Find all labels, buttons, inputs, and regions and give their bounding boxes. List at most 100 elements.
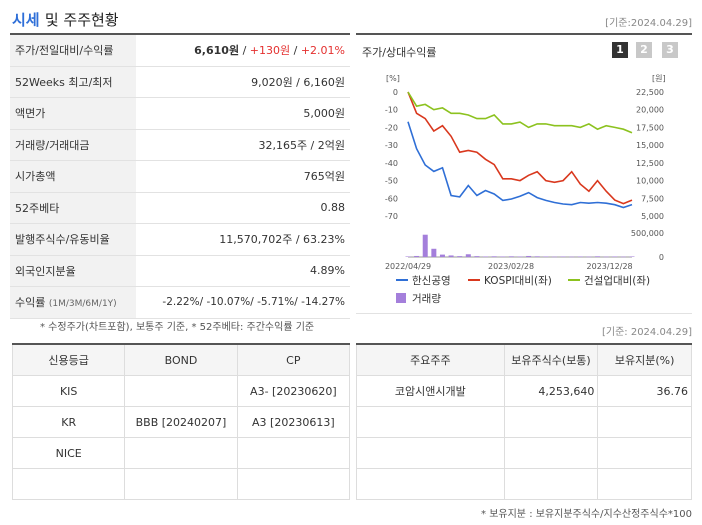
volume-bar bbox=[543, 256, 549, 257]
cell: 4,253,640 bbox=[503, 375, 599, 407]
volume-bar bbox=[620, 256, 626, 258]
cell bbox=[356, 406, 505, 438]
volume-bar bbox=[569, 256, 575, 258]
cell bbox=[124, 375, 238, 407]
volume-bar bbox=[508, 256, 514, 257]
volume-bar bbox=[577, 256, 583, 257]
row-label: 52Weeks 최고/최저 bbox=[10, 66, 136, 98]
row-value: 11,570,702주 / 63.23% bbox=[136, 223, 350, 256]
volume-bar bbox=[405, 256, 411, 257]
cell bbox=[356, 468, 505, 500]
cell bbox=[503, 437, 599, 469]
table-header-row: 주요주주 보유주식수(보통) 보유지분(%) bbox=[356, 343, 692, 376]
legend-label: 한신공영 bbox=[412, 275, 451, 287]
table-row: 액면가 5,000원 bbox=[10, 97, 350, 130]
row-label: 수익률 (1M/3M/6M/1Y) bbox=[10, 286, 136, 319]
price-chart: [%] [원] 0 -10 -20 -30 -40 -50 -60 -70 22,500 20,000… bbox=[385, 74, 666, 305]
volume-bar bbox=[595, 256, 601, 257]
table-row bbox=[356, 468, 692, 500]
row-label: 액면가 bbox=[10, 97, 136, 130]
y-left-tick-label: -30 bbox=[385, 141, 398, 150]
table-row: 주가/전일대비/수익률 6,610원 / +130원 / +2.01% bbox=[10, 35, 350, 67]
table-row: 수익률 (1M/3M/6M/1Y) -2.22%/ -10.07%/ -5.71… bbox=[10, 286, 350, 319]
series-line-1 bbox=[407, 121, 633, 209]
cell: 36.76 bbox=[597, 375, 692, 407]
col-header: CP bbox=[236, 343, 351, 376]
return-value: -2.22%/ -10.07%/ -5.71%/ -14.27% bbox=[136, 286, 350, 319]
volume-bar bbox=[517, 256, 523, 257]
row-value: 0.88 bbox=[136, 192, 350, 224]
y-right-tick-label: 5,000 bbox=[641, 212, 664, 221]
volume-bar bbox=[422, 234, 428, 257]
x-tick-label: 2023/02/28 bbox=[488, 262, 534, 271]
y-right-tick-label: 10,000 bbox=[636, 177, 664, 186]
cell bbox=[236, 437, 351, 469]
volume-bar bbox=[448, 255, 454, 257]
row-value: 765억원 bbox=[136, 160, 350, 193]
volume-bar bbox=[474, 256, 480, 257]
table-row: 발행주식수/유동비율 11,570,702주 / 63.23% bbox=[10, 223, 350, 256]
col-header: 보유주식수(보통) bbox=[503, 343, 599, 376]
price-value: 6,610원 / +130원 / +2.01% bbox=[136, 35, 350, 67]
cell: KIS bbox=[11, 375, 126, 407]
divider bbox=[10, 33, 350, 35]
table-row bbox=[356, 406, 692, 438]
row-value: 5,000원 bbox=[136, 97, 350, 130]
legend-label: KOSPI대비(좌) bbox=[484, 275, 552, 287]
table-row: 시가총액 765억원 bbox=[10, 160, 350, 193]
volume-bar bbox=[586, 256, 592, 258]
col-header: BOND bbox=[124, 343, 238, 376]
cell bbox=[597, 468, 692, 500]
volume-bar bbox=[483, 256, 489, 257]
chart-tab-3[interactable]: 3 bbox=[662, 42, 678, 58]
legend-label: 건설업대비(좌) bbox=[584, 274, 650, 287]
row-label: 외국인지분율 bbox=[10, 255, 136, 287]
cell bbox=[356, 437, 505, 469]
chart-tab-1[interactable]: 1 bbox=[612, 42, 628, 58]
col-header: 주요주주 bbox=[356, 343, 505, 376]
cell: 코암시앤시개발 bbox=[356, 375, 505, 407]
y-left-tick-label: -40 bbox=[385, 159, 398, 168]
x-tick-label: 2022/04/29 bbox=[385, 262, 431, 271]
volume-bar bbox=[465, 254, 471, 257]
volume-bar bbox=[612, 256, 618, 257]
right-axis-unit: [원] bbox=[652, 74, 666, 83]
cell: A3- [20230620] bbox=[236, 375, 351, 407]
y-right-tick-label: 15,000 bbox=[636, 141, 664, 150]
chart-tab-2[interactable]: 2 bbox=[636, 42, 652, 58]
volume-bar bbox=[500, 256, 506, 257]
y-right-tick-label: 20,000 bbox=[636, 106, 664, 115]
y-left-tick-label: -50 bbox=[385, 177, 398, 186]
quote-note: * 수정주가(차트포함), 보통주 기준, * 52주베타: 주간수익률 기준 bbox=[40, 322, 315, 333]
volume-bar bbox=[603, 256, 609, 258]
table-row: KIS A3- [20230620] bbox=[11, 375, 351, 407]
table-row bbox=[11, 468, 351, 500]
cell bbox=[503, 468, 599, 500]
volume-tick-label: 500,000 bbox=[631, 229, 664, 238]
y-right-tick-label: 7,500 bbox=[641, 194, 664, 203]
y-right-tick-label: 22,500 bbox=[636, 88, 664, 97]
cell bbox=[503, 406, 599, 438]
table-row: 52주베타 0.88 bbox=[10, 192, 350, 224]
volume-bar bbox=[560, 256, 566, 257]
col-header: 보유지분(%) bbox=[597, 343, 692, 376]
legend-swatch bbox=[396, 293, 406, 303]
left-axis-unit: [%] bbox=[386, 74, 400, 83]
volume-bar bbox=[439, 254, 445, 257]
volume-bar bbox=[534, 256, 540, 257]
cell: A3 [20230613] bbox=[236, 406, 351, 438]
holders-note: * 보유지분 : 보유지분주식수/지수산정주식수*100 bbox=[481, 509, 692, 520]
chart-title: 주가/상대수익률 bbox=[362, 46, 437, 59]
row-label: 거래량/거래대금 bbox=[10, 129, 136, 161]
table-row: 외국인지분율 4.89% bbox=[10, 255, 350, 287]
cell bbox=[236, 468, 351, 500]
table-header-row: 신용등급 BOND CP bbox=[11, 343, 351, 376]
cell bbox=[597, 437, 692, 469]
page-title: 시세 및 주주현황 bbox=[12, 11, 119, 29]
x-tick-label: 2023/12/28 bbox=[587, 262, 633, 271]
y-left-tick-label: -20 bbox=[385, 123, 398, 132]
row-label: 시가총액 bbox=[10, 160, 136, 193]
reference-date: [기준:2024.04.29] bbox=[605, 18, 692, 29]
volume-bar bbox=[551, 256, 557, 258]
row-label: 주가/전일대비/수익률 bbox=[10, 35, 136, 67]
